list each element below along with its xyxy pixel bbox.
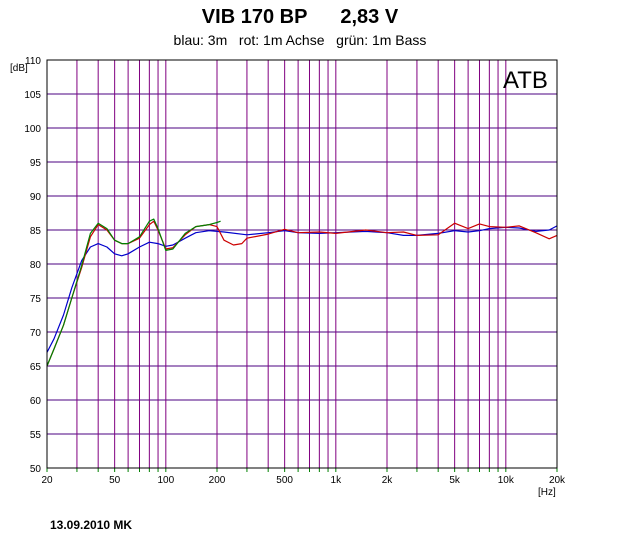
y-tick-label: 110 — [25, 56, 41, 67]
series-line-2 — [46, 220, 558, 367]
y-tick-label: 90 — [30, 192, 42, 203]
x-tick-label: 10k — [498, 475, 515, 486]
grid — [46, 59, 558, 472]
y-tick-label: 100 — [24, 124, 41, 135]
y-tick-label: 105 — [24, 90, 41, 101]
y-axis-unit-label: [dB] — [10, 63, 28, 74]
plot-frame — [46, 59, 558, 469]
y-tick-label: 55 — [30, 430, 42, 441]
series-lines — [46, 218, 558, 367]
chart-title: VIB 170 BP 2,83 V — [201, 6, 399, 28]
y-tick-label: 50 — [30, 464, 42, 475]
y-tick-label: 70 — [30, 328, 42, 339]
x-tick-label: 50 — [109, 475, 121, 486]
x-tick-label: 100 — [157, 475, 174, 486]
y-tick-label: 80 — [30, 260, 42, 271]
x-axis-unit-label: [Hz] — [538, 487, 556, 498]
series-line-1 — [46, 225, 558, 353]
chart-subtitle: blau: 3m rot: 1m Achse grün: 1m Bass — [173, 32, 427, 48]
y-tick-label: 75 — [30, 294, 42, 305]
x-tick-label: 1k — [331, 475, 343, 486]
footer-date: 13.09.2010 MK — [50, 518, 133, 532]
x-tick-label: 20 — [41, 475, 53, 486]
x-tick-label: 2k — [382, 475, 394, 486]
x-tick-label: 20k — [549, 475, 566, 486]
series-line-3 — [46, 218, 221, 367]
atb-annotation: ATB — [503, 67, 548, 94]
x-tick-label: 200 — [209, 475, 226, 486]
y-tick-label: 60 — [30, 396, 42, 407]
y-tick-label: 95 — [30, 158, 42, 169]
y-tick-label: 85 — [30, 226, 42, 237]
x-tick-label: 500 — [276, 475, 293, 486]
x-tick-label: 5k — [449, 475, 461, 486]
y-tick-label: 65 — [30, 362, 42, 373]
